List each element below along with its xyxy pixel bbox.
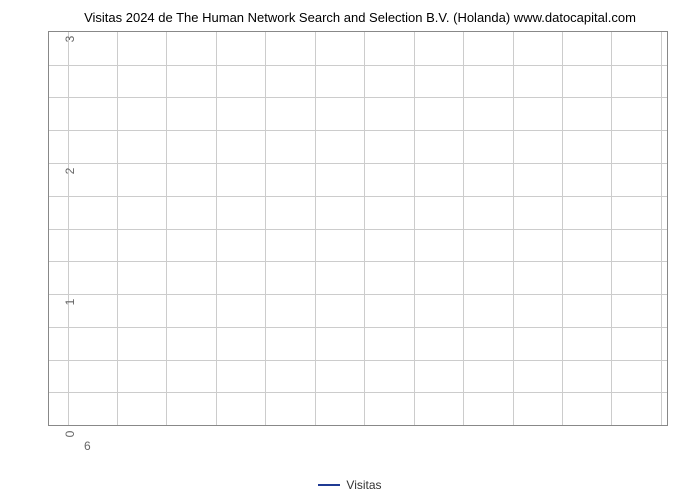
grid-line-vertical xyxy=(216,32,217,425)
grid-line-horizontal xyxy=(49,130,667,131)
x-axis-tick-label: 6 xyxy=(84,439,91,453)
y-axis-tick-label: 0 xyxy=(63,424,77,444)
plot-area xyxy=(48,31,668,426)
grid-line-vertical xyxy=(364,32,365,425)
grid-line-vertical xyxy=(117,32,118,425)
grid-line-vertical xyxy=(315,32,316,425)
chart-title: Visitas 2024 de The Human Network Search… xyxy=(40,10,680,25)
y-axis-tick-label: 3 xyxy=(63,29,77,49)
y-axis-tick-label: 2 xyxy=(63,161,77,181)
grid-line-horizontal xyxy=(49,392,667,393)
grid-line-vertical xyxy=(68,32,69,425)
legend-label: Visitas xyxy=(346,478,381,492)
chart-container: Visitas 2024 de The Human Network Search… xyxy=(40,10,680,440)
grid-line-vertical xyxy=(611,32,612,425)
chart-legend: Visitas xyxy=(0,478,700,492)
grid-line-vertical xyxy=(562,32,563,425)
grid-line-vertical xyxy=(265,32,266,425)
grid-line-horizontal xyxy=(49,360,667,361)
grid-line-horizontal xyxy=(49,163,667,164)
grid-line-horizontal xyxy=(49,65,667,66)
grid-line-horizontal xyxy=(49,229,667,230)
grid-line-horizontal xyxy=(49,196,667,197)
grid-line-horizontal xyxy=(49,97,667,98)
grid-line-horizontal xyxy=(49,294,667,295)
grid-line-vertical xyxy=(463,32,464,425)
y-axis-tick-label: 1 xyxy=(63,292,77,312)
grid-line-vertical xyxy=(661,32,662,425)
grid-line-vertical xyxy=(166,32,167,425)
grid-line-horizontal xyxy=(49,261,667,262)
grid-line-horizontal xyxy=(49,327,667,328)
grid-line-vertical xyxy=(414,32,415,425)
legend-line-icon xyxy=(318,484,340,486)
grid-line-vertical xyxy=(513,32,514,425)
